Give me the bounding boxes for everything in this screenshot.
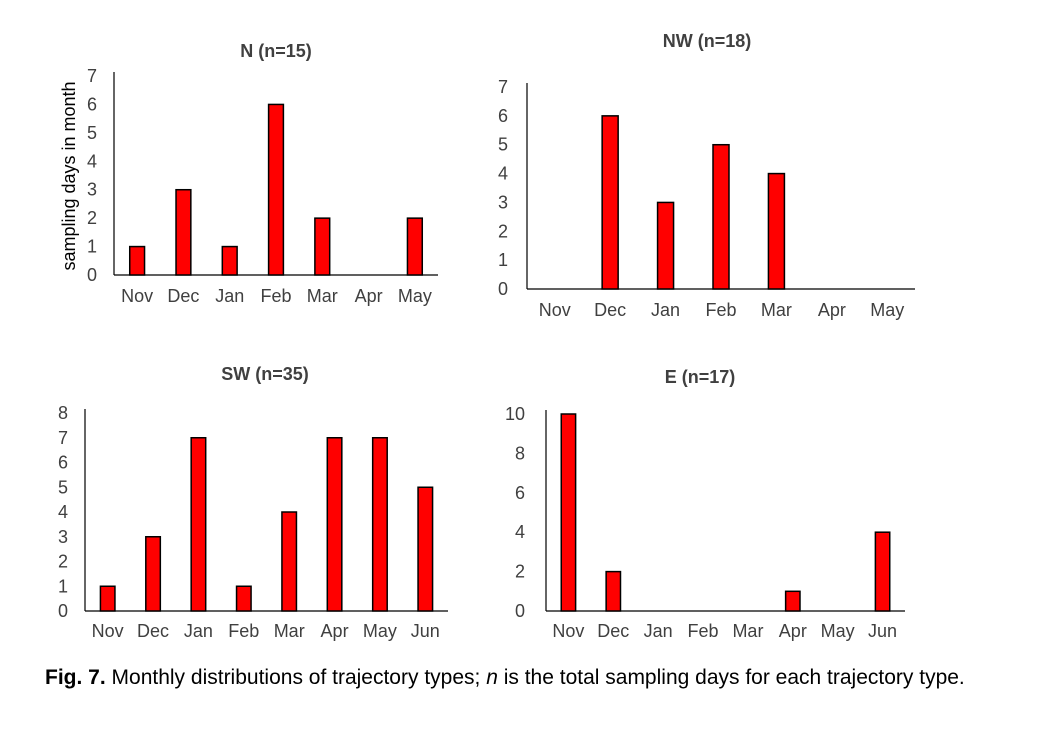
bar-may (406, 217, 424, 276)
y-tick-label: 1 (498, 250, 508, 270)
x-tick-label: May (398, 286, 432, 306)
bar-mar (314, 217, 331, 276)
bar-jan (221, 245, 238, 276)
x-tick-label: Apr (355, 286, 383, 306)
x-tick-label: Nov (92, 621, 124, 641)
y-tick-label: 5 (87, 123, 97, 143)
y-axis-label: sampling days in month (59, 81, 79, 270)
y-tick-label: 0 (87, 265, 97, 285)
bar-may (371, 437, 388, 612)
y-tick-label: 3 (58, 527, 68, 547)
x-tick-label: Apr (779, 621, 807, 641)
x-tick-label: Jun (868, 621, 897, 641)
y-tick-label: 5 (498, 135, 508, 155)
y-tick-label: 2 (498, 221, 508, 241)
caption-label: Fig. 7. (45, 666, 106, 689)
x-tick-label: Feb (260, 286, 291, 306)
y-tick-label: 3 (498, 192, 508, 212)
chart-title: N (n=15) (240, 41, 312, 61)
x-tick-label: May (363, 621, 397, 641)
bar-nov (128, 245, 146, 276)
y-tick-label: 6 (87, 94, 97, 114)
bar-jun (417, 486, 434, 612)
bar-jan (190, 437, 207, 612)
y-tick-label: 8 (58, 403, 68, 423)
bar-dec (145, 536, 162, 612)
x-tick-label: Nov (121, 286, 153, 306)
x-tick-label: Mar (761, 300, 792, 320)
y-tick-label: 4 (498, 164, 508, 184)
y-tick-label: 7 (498, 77, 508, 97)
chart-panel-n: N (n=15) sampling days in month 0 1 2 3 4 5 6 7 No… (59, 41, 438, 306)
bar-jan (656, 201, 675, 290)
bar-mar (281, 511, 298, 612)
y-tick-label: 2 (87, 208, 97, 228)
bar-dec (601, 115, 619, 290)
x-tick-label: Feb (228, 621, 259, 641)
bar-feb (267, 103, 285, 276)
y-tick-label: 2 (58, 552, 68, 572)
x-tick-label: Dec (137, 621, 169, 641)
figure-caption: Fig. 7. Monthly distributions of traject… (45, 662, 1055, 693)
y-tick-label: 0 (58, 601, 68, 621)
chart-panel-e: E (n=17) 0 2 4 6 8 10 Nov Dec Jan Feb Mar Apr May Jun (505, 367, 905, 641)
y-tick-label: 7 (58, 428, 68, 448)
y-tick-label: 4 (87, 151, 97, 171)
x-tick-label: Dec (597, 621, 629, 641)
chart-title: E (n=17) (665, 367, 736, 387)
chart-panel-sw: SW (n=35) 0 1 2 3 4 5 6 7 8 Nov Dec Jan Feb Mar Apr May J… (58, 364, 448, 641)
y-tick-label: 4 (515, 522, 525, 542)
x-tick-label: Apr (818, 300, 846, 320)
chart-title: NW (n=18) (663, 31, 752, 51)
y-tick-label: 10 (505, 404, 525, 424)
x-tick-label: Jan (644, 621, 673, 641)
bar-dec (175, 188, 192, 276)
bar-nov (99, 585, 116, 612)
y-tick-label: 6 (58, 453, 68, 473)
caption-text-after: is the total sampling days for each traj… (497, 666, 965, 689)
y-tick-label: 6 (515, 483, 525, 503)
x-tick-label: Feb (688, 621, 719, 641)
caption-text-before: Monthly distributions of trajectory type… (105, 666, 487, 689)
caption-italic: n (486, 666, 498, 689)
bar-dec (605, 570, 622, 612)
y-tick-label: 4 (58, 502, 68, 522)
x-tick-label: Mar (307, 286, 338, 306)
bar-jun (874, 531, 891, 612)
x-tick-label: Mar (274, 621, 305, 641)
x-tick-label: Dec (167, 286, 199, 306)
y-tick-label: 3 (87, 180, 97, 200)
bar-feb (235, 585, 252, 612)
x-tick-label: Jan (184, 621, 213, 641)
y-tick-label: 7 (87, 66, 97, 86)
y-tick-label: 0 (515, 601, 525, 621)
bar-apr (784, 590, 801, 612)
bar-apr (326, 437, 343, 612)
x-tick-label: Jan (651, 300, 680, 320)
bar-mar (767, 172, 786, 290)
y-tick-label: 2 (515, 562, 525, 582)
y-tick-label: 8 (515, 443, 525, 463)
x-tick-label: Dec (594, 300, 626, 320)
y-tick-label: 1 (58, 576, 68, 596)
x-tick-label: Apr (321, 621, 349, 641)
x-tick-label: Mar (732, 621, 763, 641)
y-tick-label: 5 (58, 477, 68, 497)
y-tick-label: 6 (498, 106, 508, 126)
chart-panel-nw: NW (n=18) 0 1 2 3 4 5 6 7 Nov Dec Jan Feb Mar Apr May (498, 31, 915, 320)
x-tick-label: Nov (539, 300, 571, 320)
x-tick-label: May (870, 300, 904, 320)
chart-title: SW (n=35) (221, 364, 309, 384)
x-tick-label: Nov (552, 621, 584, 641)
y-tick-label: 0 (498, 279, 508, 299)
x-tick-label: Jan (215, 286, 244, 306)
x-tick-label: Jun (411, 621, 440, 641)
x-tick-label: May (821, 621, 855, 641)
bar-nov (560, 413, 577, 612)
bar-feb (712, 143, 730, 290)
x-tick-label: Feb (705, 300, 736, 320)
y-tick-label: 1 (87, 237, 97, 257)
